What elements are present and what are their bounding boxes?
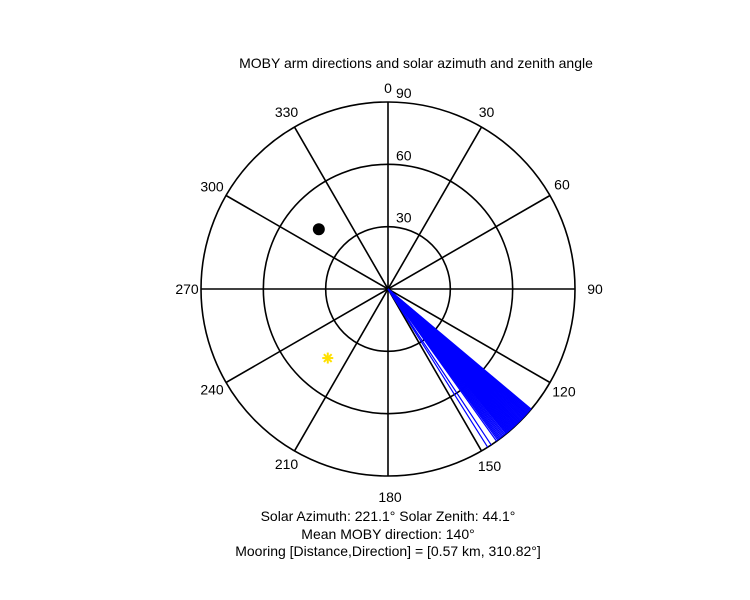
sun-marker xyxy=(322,352,334,364)
angle-label-270: 270 xyxy=(175,281,199,297)
arm-direction-lines xyxy=(387,288,532,448)
angle-label-300: 300 xyxy=(200,179,224,195)
angle-label-330: 330 xyxy=(275,104,299,120)
angle-label-210: 210 xyxy=(275,456,299,472)
angle-label-90: 90 xyxy=(587,281,603,297)
angle-label-150: 150 xyxy=(478,458,502,474)
sun-marker-ray xyxy=(323,353,333,363)
angle-label-240: 240 xyxy=(200,382,224,398)
mean-direction-caption: Mean MOBY direction: 140° xyxy=(301,526,475,542)
markers xyxy=(312,223,334,364)
angle-label-0: 0 xyxy=(384,80,392,96)
angle-label-60: 60 xyxy=(554,177,570,193)
arm-line-47 xyxy=(387,288,489,448)
angle-label-30: 30 xyxy=(479,104,495,120)
mooring-marker xyxy=(312,223,325,236)
mooring-caption: Mooring [Distance,Direction] = [0.57 km,… xyxy=(235,543,541,559)
chart-title: MOBY arm directions and solar azimuth an… xyxy=(239,55,593,71)
angle-label-120: 120 xyxy=(552,384,576,400)
angle-label-180: 180 xyxy=(378,489,402,505)
radial-label-60: 60 xyxy=(396,147,412,163)
arm-line-46 xyxy=(387,288,492,446)
radial-label-30: 30 xyxy=(396,210,412,226)
radial-label-90: 90 xyxy=(396,85,412,101)
arm-line-45 xyxy=(387,288,532,410)
solar-caption: Solar Azimuth: 221.1° Solar Zenith: 44.1… xyxy=(260,508,516,524)
tick-labels: 0 30 60 90 120 150 180 210 240 270 300 330 30 60 90 xyxy=(175,80,603,505)
